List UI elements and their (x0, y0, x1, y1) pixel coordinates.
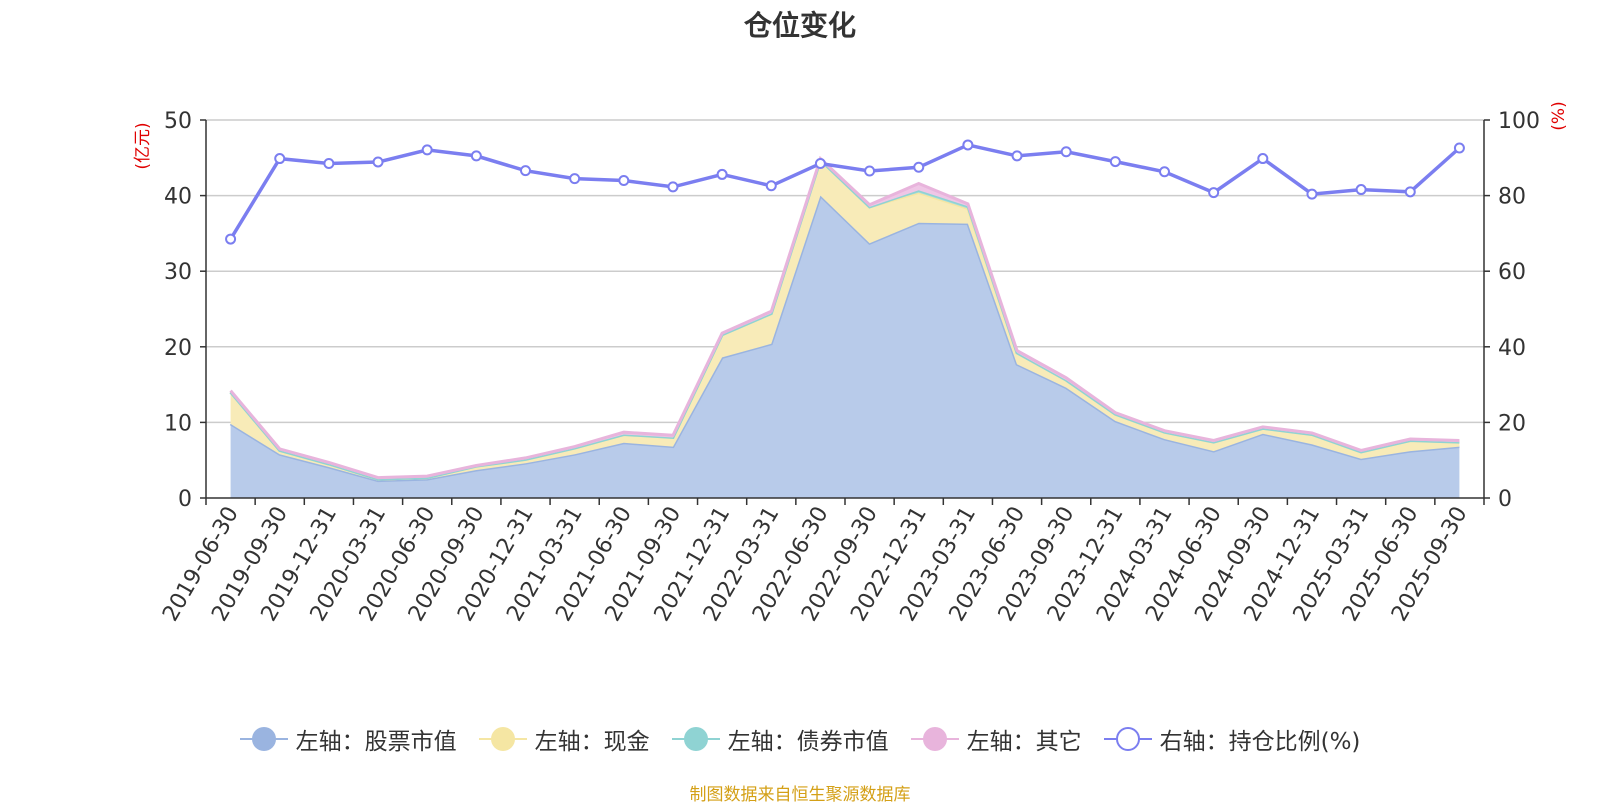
ratio-point (1453, 142, 1465, 154)
left-tick-label: 10 (164, 411, 192, 436)
area-series-0 (230, 195, 1460, 498)
left-tick-label: 20 (164, 336, 192, 361)
ratio-point (765, 180, 777, 192)
area-edge-series-3 (229, 155, 1460, 480)
ratio-point (716, 168, 728, 180)
ratio-point (962, 139, 974, 151)
ratio-line-path (229, 143, 1461, 241)
ratio-point (569, 173, 581, 185)
legend-item[interactable]: 左轴：债券市值 (671, 722, 889, 756)
legend-swatch-icon (1103, 726, 1152, 752)
legend-swatch-icon (671, 726, 720, 752)
ratio-point (618, 174, 630, 186)
legend-label: 左轴：股票市值 (295, 729, 457, 755)
left-axis-unit: (亿元) (133, 122, 153, 169)
right-tick-label: 0 (1498, 487, 1512, 512)
right-tick-label: 20 (1498, 411, 1526, 436)
right-axis-unit: (%) (1549, 101, 1569, 130)
ratio-point (1355, 184, 1367, 196)
ratio-point (814, 157, 826, 169)
legend-label: 左轴：债券市值 (727, 729, 889, 755)
right-tick-label: 40 (1498, 336, 1526, 361)
ratio-point (667, 181, 679, 193)
legend-item[interactable]: 左轴：其它 (910, 722, 1082, 756)
right-tick-label: 100 (1498, 109, 1540, 134)
chart-canvas: 010203040500204060801002019-06-302019-09… (133, 101, 1569, 625)
ratio-point (470, 150, 482, 162)
legend-label: 左轴：现金 (534, 729, 650, 755)
ratio-point (1159, 166, 1170, 178)
ratio-point (1109, 156, 1121, 168)
ratio-point (1060, 146, 1072, 158)
legend: 左轴：股票市值 左轴：现金 左轴：债券市值 左轴：其它 右轴：持仓比例(%) (0, 722, 1600, 756)
legend-swatch-icon (239, 726, 288, 752)
legend-item[interactable]: 左轴：股票市值 (239, 722, 457, 756)
right-tick-label: 80 (1498, 185, 1526, 210)
ratio-point (1011, 150, 1023, 162)
ratio-point (864, 165, 876, 177)
ratio-point (520, 165, 531, 177)
right-tick-label: 60 (1498, 260, 1526, 285)
ratio-point (1208, 187, 1220, 199)
left-tick-label: 0 (178, 487, 192, 512)
legend-item[interactable]: 右轴：持仓比例(%) (1103, 722, 1361, 756)
stacked-areas (229, 155, 1460, 498)
ratio-point (372, 156, 384, 168)
area-series-1 (230, 160, 1460, 481)
legend-item[interactable]: 左轴：现金 (478, 722, 650, 756)
legend-label: 左轴：其它 (966, 729, 1082, 755)
ratio-point (421, 144, 433, 156)
source-note: 制图数据来自恒生聚源数据库 (689, 785, 911, 805)
ratio-point (1257, 153, 1269, 165)
ratio-line (225, 139, 1465, 245)
legend-label: 右轴：持仓比例(%) (1159, 729, 1361, 755)
ratio-point (323, 157, 335, 169)
left-tick-label: 30 (164, 260, 192, 285)
ratio-point (274, 153, 286, 165)
left-tick-label: 50 (164, 109, 192, 134)
ratio-point (1404, 186, 1416, 198)
chart-title: 仓位变化 (743, 9, 856, 42)
left-tick-label: 40 (164, 185, 192, 210)
ratio-point (1306, 188, 1318, 200)
ratio-point (913, 161, 925, 173)
legend-swatch-icon (478, 726, 527, 752)
legend-swatch-icon (910, 726, 959, 752)
ratio-point (225, 233, 237, 245)
